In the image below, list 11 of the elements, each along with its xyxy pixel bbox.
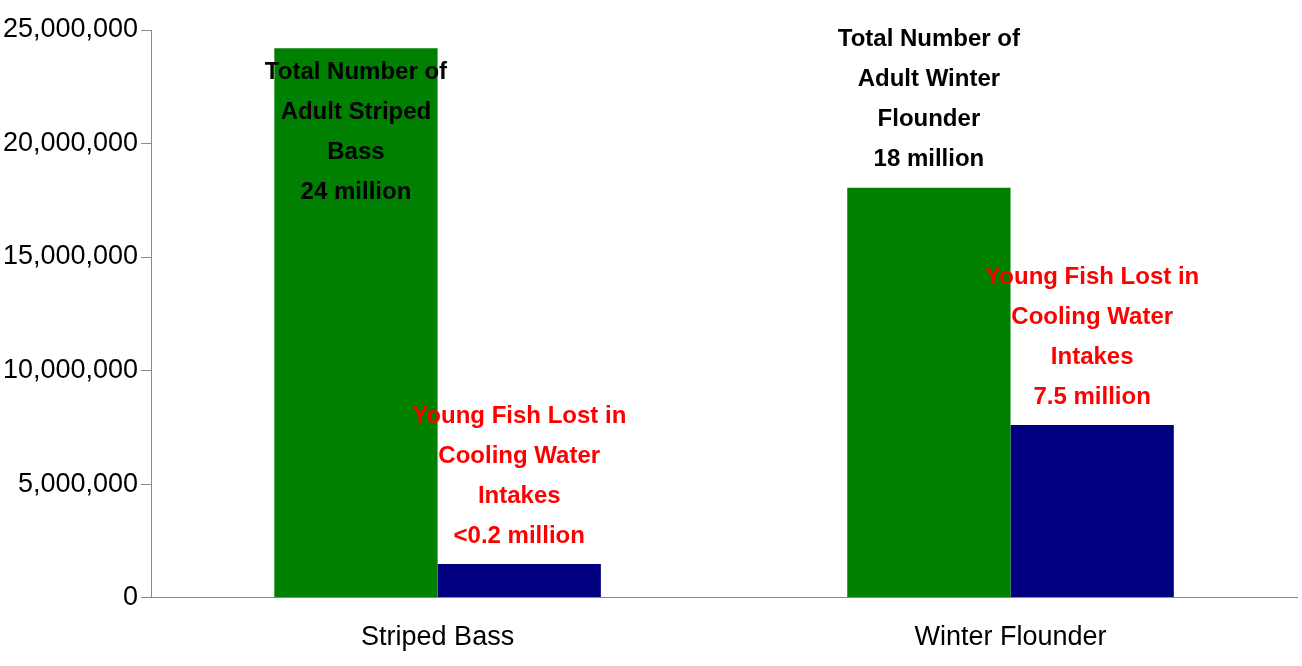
y-tick-label: 5,000,000 xyxy=(18,467,139,498)
y-tick-label: 20,000,000 xyxy=(2,126,139,157)
bar xyxy=(1010,425,1174,598)
x-tick-label: Winter Flounder xyxy=(914,621,1107,652)
data-label: Total Number of Adult Winter Flounder 18 million xyxy=(837,24,1021,172)
x-tick-label: Striped Bass xyxy=(361,621,515,652)
y-tick-label: 15,000,000 xyxy=(2,240,139,271)
y-tick-label: 10,000,000 xyxy=(2,354,139,385)
y-tick-label: 0 xyxy=(123,581,139,612)
bar xyxy=(437,564,601,598)
y-tick-label: 25,000,000 xyxy=(2,13,139,44)
